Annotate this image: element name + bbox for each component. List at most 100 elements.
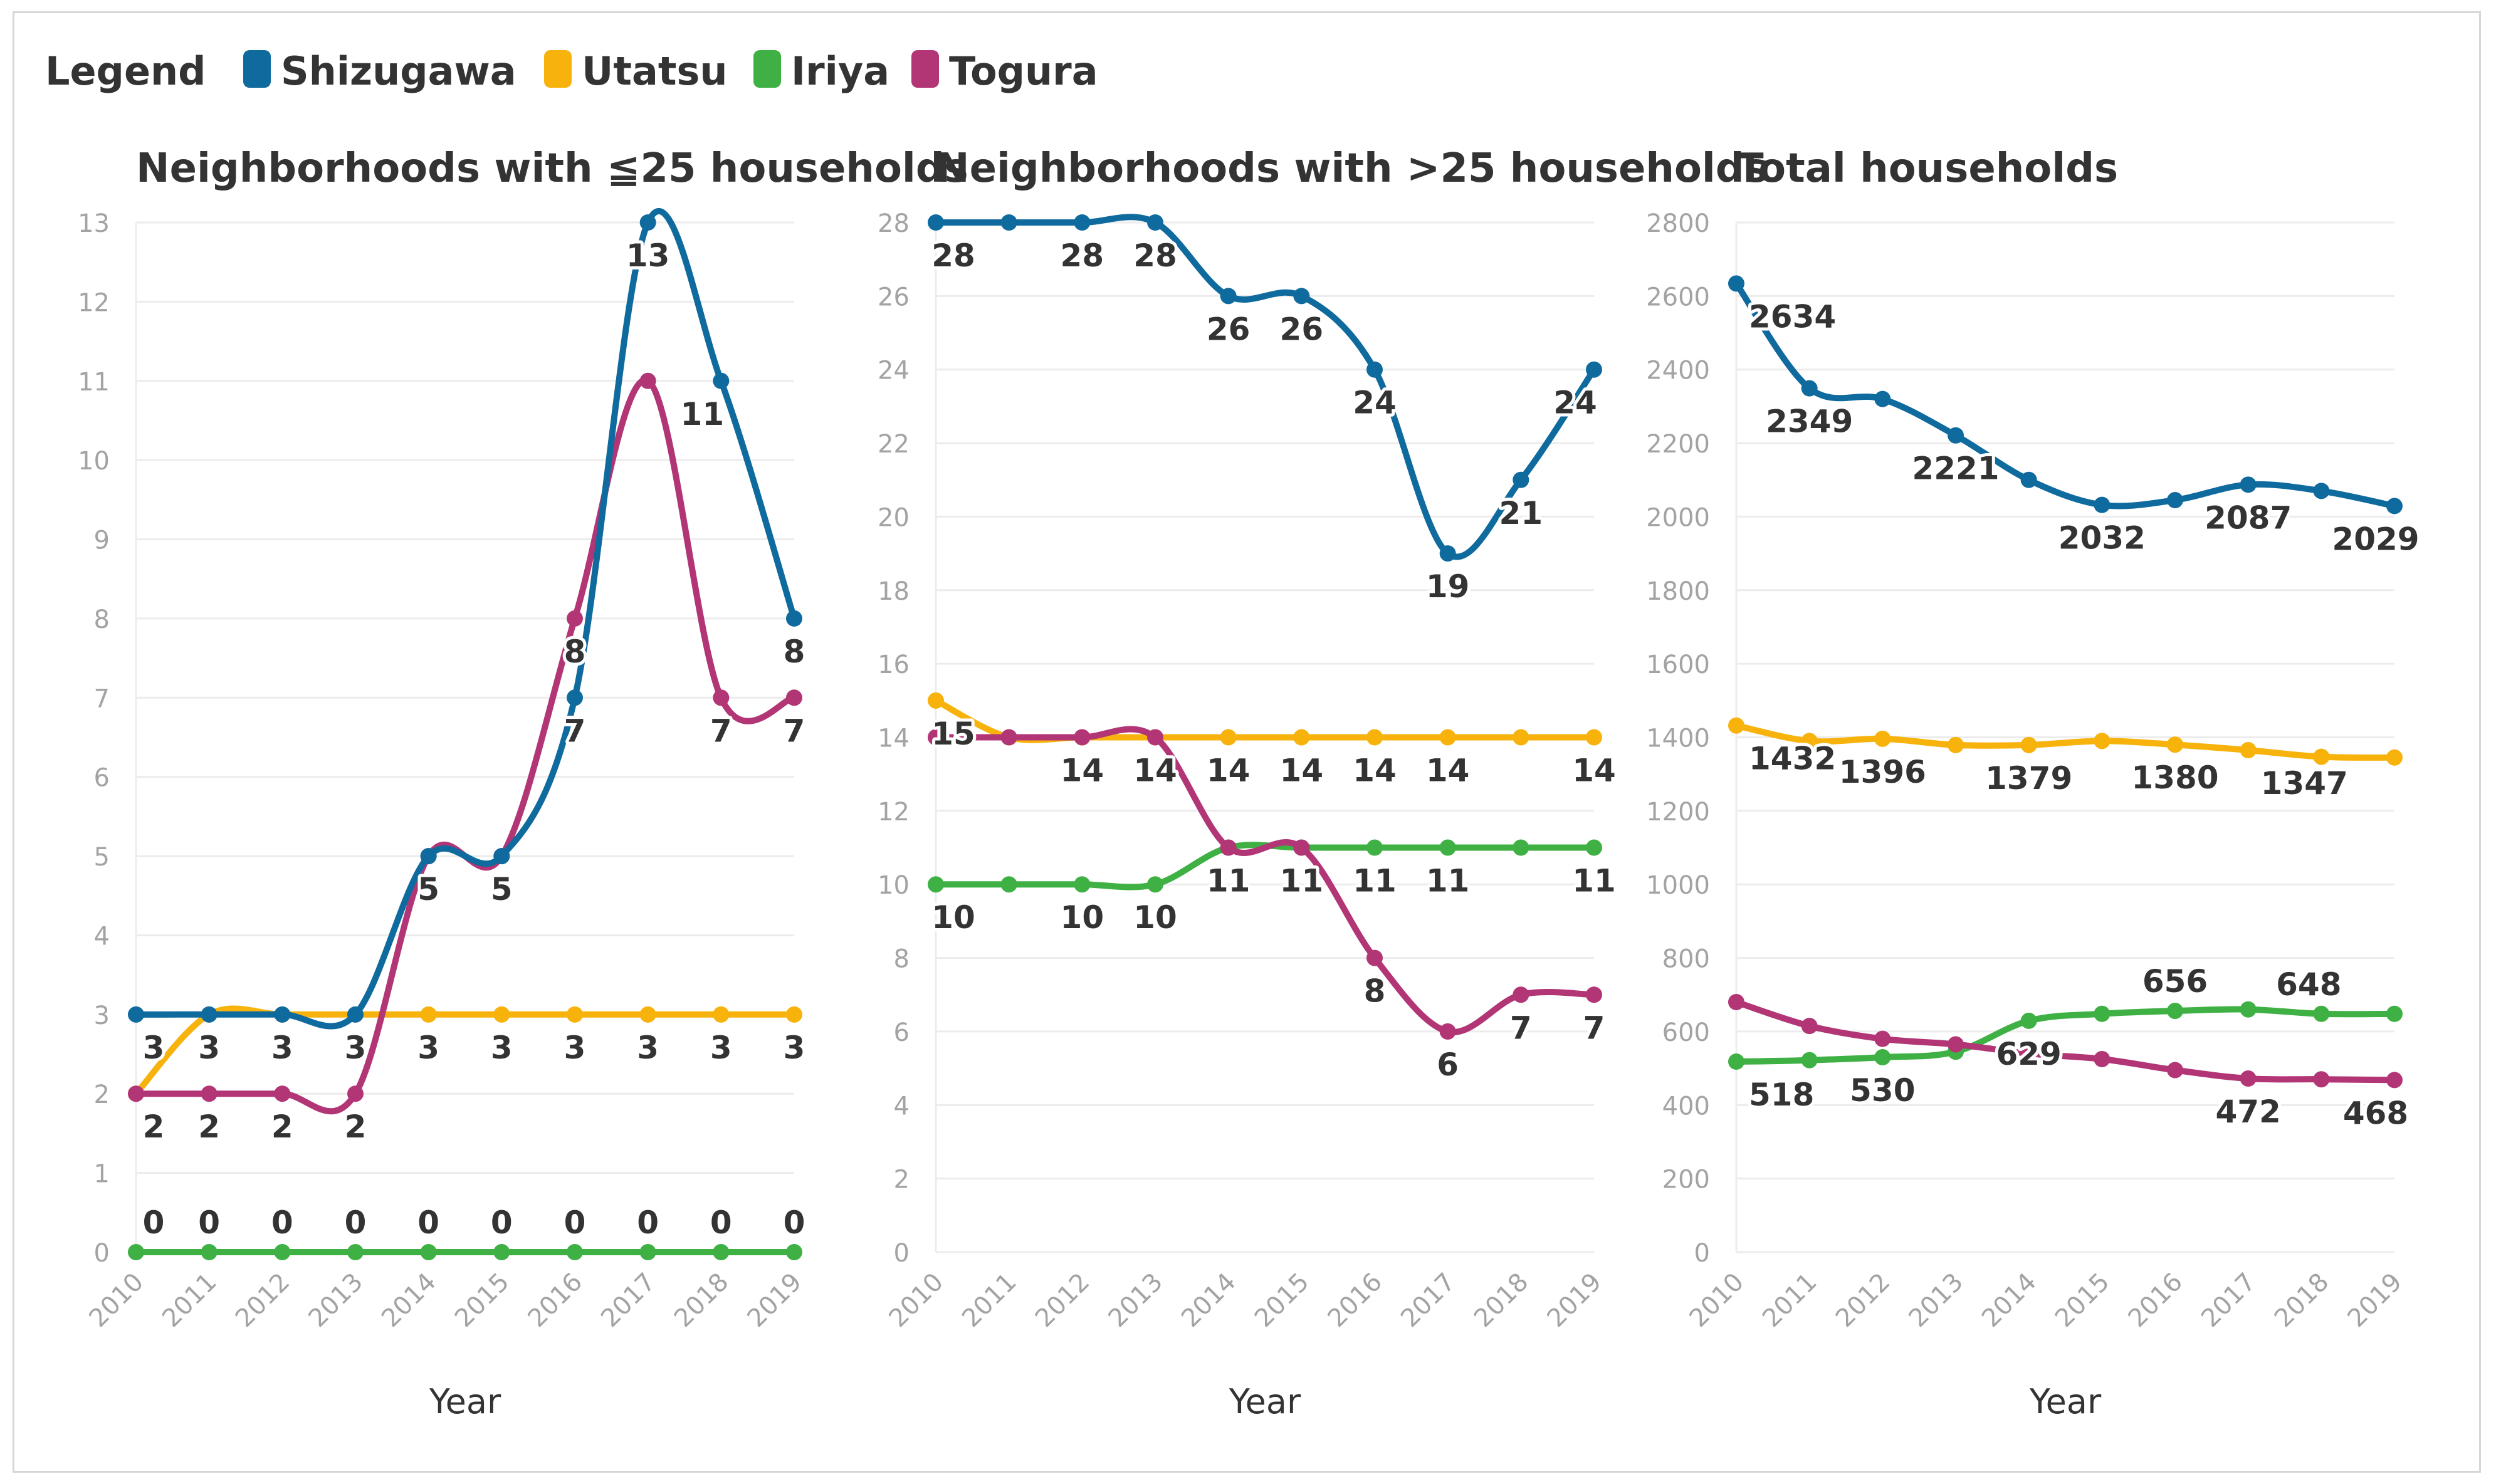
chart-panel-3: Total households 0 200 400 600 800 1000 1200 140… — [1646, 145, 2423, 1421]
series-line-iriya — [1733, 1006, 2398, 1065]
y-tick-label: 1200 — [1646, 798, 1710, 827]
y-tick-label: 2000 — [1646, 503, 1710, 532]
point-shizugawa-2013 — [1147, 214, 1163, 231]
data-label-shizugawa: 24 — [1553, 385, 1597, 421]
data-label-utatsu: 1432 — [1749, 741, 1836, 777]
data-label-shizugawa: 28 — [1133, 238, 1177, 274]
x-axis-label: Year — [429, 1382, 501, 1421]
point-utatsu-2017 — [1439, 729, 1456, 746]
point-togura-2011 — [1000, 729, 1017, 746]
data-label-utatsu: 1347 — [2261, 765, 2348, 802]
y-tick-label: 12 — [878, 798, 910, 827]
point-shizugawa-2012 — [1874, 390, 1891, 407]
point-utatsu-2015 — [1293, 729, 1310, 746]
y-tick-label: 10 — [878, 871, 910, 900]
point-shizugawa-2011 — [1000, 214, 1017, 231]
series-group — [128, 208, 802, 1260]
data-label-utatsu: 3 — [198, 1030, 220, 1066]
x-tick-label: 2016 — [2123, 1268, 2189, 1334]
x-tick-label: 2014 — [376, 1268, 442, 1334]
point-utatsu-2014 — [2020, 736, 2037, 753]
data-label-iriya: 11 — [1207, 863, 1251, 899]
x-tick-label: 2019 — [742, 1268, 808, 1334]
y-tick-label: 13 — [78, 209, 110, 238]
y-tick-label: 22 — [878, 430, 910, 459]
x-tick-label: 2015 — [449, 1268, 515, 1334]
point-utatsu-2013 — [1948, 736, 1964, 753]
point-iriya-2017 — [2240, 1001, 2257, 1018]
data-label-togura: 7 — [1510, 1010, 1532, 1046]
point-togura-2012 — [1874, 1030, 1891, 1047]
data-labels: 28 28 28 26 26 24 19 21 24 15 14 14 14 14 14 14 14 10 10 10… — [928, 234, 1619, 1086]
point-shizugawa-2012 — [274, 1006, 291, 1023]
x-tick-label: 2012 — [230, 1268, 296, 1334]
series-utatsu — [128, 1005, 802, 1102]
point-utatsu-2019 — [2386, 749, 2403, 766]
series-line-utatsu — [133, 1005, 797, 1097]
x-tick-label: 2019 — [2342, 1268, 2408, 1334]
y-tick-label: 0 — [894, 1239, 910, 1268]
point-togura-2012 — [1074, 729, 1091, 746]
point-iriya-2010 — [128, 1244, 144, 1260]
data-label-iriya: 0 — [710, 1204, 732, 1241]
point-shizugawa-2019 — [1586, 361, 1602, 378]
point-shizugawa-2016 — [2167, 492, 2183, 509]
x-tick-label: 2011 — [957, 1268, 1022, 1334]
data-label-shizugawa: 13 — [626, 238, 670, 274]
x-tick-label: 2018 — [2269, 1268, 2335, 1334]
point-iriya-2018 — [1513, 839, 1529, 856]
point-shizugawa-2019 — [2386, 498, 2403, 515]
x-tick-label: 2013 — [1103, 1268, 1169, 1334]
point-iriya-2011 — [201, 1244, 218, 1260]
point-iriya-2014 — [2020, 1012, 2037, 1029]
y-tick-label: 8 — [94, 605, 110, 634]
series-line-togura — [1733, 998, 2398, 1084]
data-label-shizugawa: 2032 — [2058, 520, 2146, 556]
point-shizugawa-2010 — [128, 1006, 144, 1023]
point-utatsu-2016 — [1366, 729, 1383, 746]
point-togura-2010 — [128, 1085, 144, 1102]
y-tick-label: 12 — [78, 288, 110, 317]
series-shizugawa — [128, 208, 802, 1030]
data-label-shizugawa: 19 — [1426, 568, 1470, 605]
data-label-togura: 2 — [198, 1109, 220, 1145]
legend-label-togura: Togura — [949, 48, 1098, 94]
point-iriya-2013 — [1147, 876, 1163, 893]
point-utatsu-2019 — [786, 1006, 802, 1023]
data-label-iriya: 0 — [491, 1204, 513, 1241]
data-label-utatsu: 3 — [784, 1030, 805, 1066]
point-togura-2014 — [2020, 1045, 2037, 1062]
y-tick-label: 26 — [878, 283, 910, 311]
data-label-iriya: 11 — [1280, 863, 1324, 899]
series-utatsu — [1728, 717, 2403, 766]
x-tick-label: 2015 — [1249, 1268, 1315, 1334]
point-iriya-2015 — [2094, 1005, 2111, 1022]
y-tick-label: 28 — [878, 209, 910, 238]
data-label-iriya: 656 — [2142, 963, 2208, 1000]
data-label-shizugawa: 2634 — [1749, 298, 1836, 335]
point-iriya-2016 — [1366, 839, 1383, 856]
point-iriya-2016 — [567, 1244, 583, 1260]
y-tick-label: 16 — [878, 651, 910, 679]
data-labels: 2634 2349 2221 2032 2087 2029 1432 1396 1379 1380… — [1746, 295, 2423, 1134]
point-utatsu-2014 — [1220, 729, 1237, 746]
point-iriya-2019 — [2386, 1005, 2403, 1022]
data-label-iriya: 0 — [271, 1204, 293, 1241]
data-label-iriya: 648 — [2276, 966, 2341, 1003]
data-label-togura: 2 — [271, 1109, 293, 1145]
legend-label-iriya: Iriya — [791, 48, 889, 94]
x-tick-label: 2014 — [1976, 1268, 2042, 1334]
data-label-utatsu: 15 — [931, 716, 975, 752]
point-utatsu-2015 — [493, 1006, 510, 1023]
y-tick-label: 2400 — [1646, 357, 1710, 385]
series-line-shizugawa — [133, 208, 797, 1030]
x-tick-label: 2012 — [1830, 1268, 1896, 1334]
point-iriya-2010 — [928, 876, 944, 893]
data-label-iriya: 0 — [143, 1204, 165, 1241]
x-tick-label: 2018 — [1469, 1268, 1534, 1334]
x-tick-label: 2018 — [669, 1268, 735, 1334]
point-utatsu-2019 — [1586, 729, 1602, 746]
point-togura-2013 — [1147, 729, 1163, 746]
point-iriya-2018 — [713, 1244, 730, 1260]
